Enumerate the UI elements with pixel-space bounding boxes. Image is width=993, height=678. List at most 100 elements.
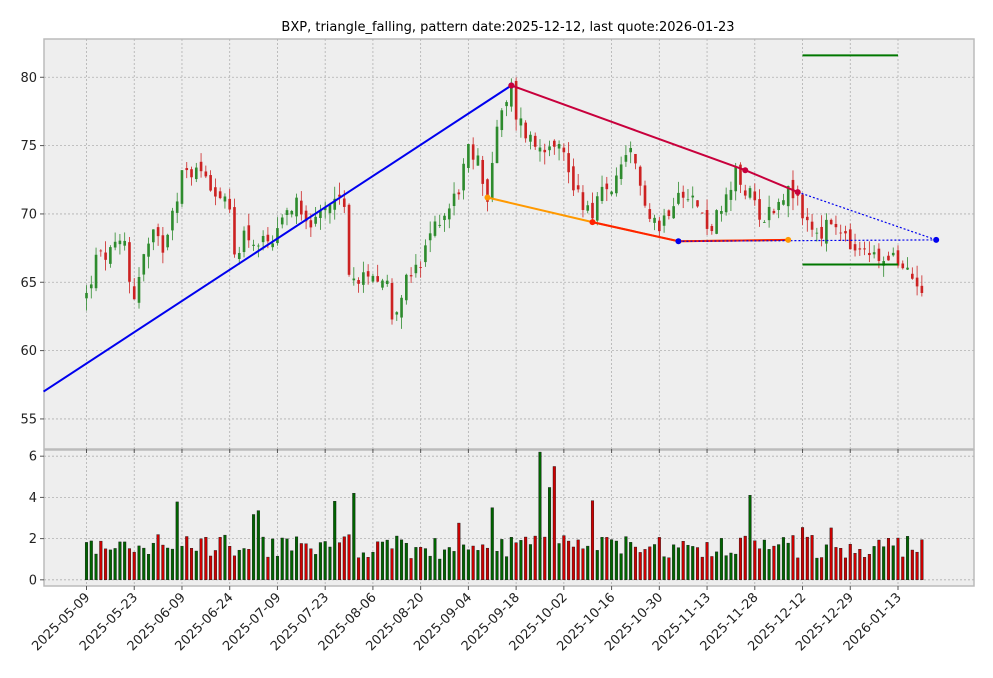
volume-bar [89, 540, 93, 581]
candle-body [405, 274, 408, 301]
candle-body [662, 215, 666, 226]
candle-body [438, 224, 442, 226]
volume-bar [519, 540, 523, 581]
candle-body [247, 225, 251, 241]
volume-bar [256, 510, 260, 581]
candle-body [128, 242, 131, 282]
candle-body [385, 280, 389, 285]
candle-body [486, 179, 489, 202]
candle-body [185, 168, 189, 171]
candle-body [85, 292, 88, 299]
volume-bar [127, 548, 131, 581]
candle-body [505, 102, 508, 107]
volume-bar [232, 555, 236, 581]
volume-bar [915, 551, 919, 581]
volume-bar [624, 536, 628, 581]
volume-bar [567, 540, 571, 581]
volume-bar [452, 551, 456, 581]
candle-body [261, 235, 265, 243]
candle-body [829, 219, 833, 225]
candle-body [581, 192, 585, 210]
volume-bar [385, 539, 389, 581]
volume-tick-label: 0 [29, 573, 37, 588]
pattern-point-marker [785, 236, 792, 243]
candle-body [338, 194, 341, 197]
chart-title: BXP, triangle_falling, pattern date:2025… [281, 20, 734, 35]
volume-bar [662, 556, 666, 581]
candle-body [920, 285, 924, 293]
volume-bar [357, 557, 361, 581]
candle-body [882, 261, 885, 266]
candle-body [615, 175, 618, 194]
candle-body [371, 275, 375, 282]
volume-bar [758, 548, 762, 581]
candle-body [906, 267, 909, 270]
volume-bar [633, 546, 637, 581]
candle-body [194, 167, 198, 180]
candle-body [815, 232, 819, 234]
candle-body [457, 192, 461, 195]
volume-bar [323, 541, 327, 581]
candle-body [514, 80, 518, 120]
candle-body [576, 185, 580, 190]
volume-bar [724, 555, 728, 581]
candle-body [467, 144, 470, 168]
candle-body [805, 216, 809, 221]
pattern-point-marker [589, 219, 596, 226]
candle-body [543, 149, 547, 153]
volume-bar [829, 527, 833, 581]
candle-body [877, 248, 881, 261]
candle-body [605, 183, 609, 190]
candle-body [299, 200, 303, 215]
volume-bar [805, 536, 809, 581]
volume-bar [209, 555, 213, 581]
candle-body [376, 276, 379, 282]
volume-bar [681, 541, 685, 581]
candle-body [142, 254, 146, 275]
volume-bar [132, 551, 136, 581]
upper-trend-blue-line [42, 84, 512, 393]
volume-bar [648, 546, 652, 581]
candle-body [901, 263, 905, 269]
volume-bar [581, 548, 585, 581]
volume-bar [423, 548, 427, 581]
candle-body [891, 252, 895, 256]
candle-body [619, 164, 623, 180]
volume-bar [395, 535, 399, 581]
volume-bar [777, 544, 781, 581]
volume-bar [333, 501, 337, 581]
volume-bar [485, 547, 489, 581]
candle-body [696, 200, 699, 207]
volume-bar [505, 556, 509, 581]
volume-bar [891, 545, 895, 581]
price-panel [43, 38, 975, 450]
candle-body [629, 147, 632, 153]
volume-bar [380, 541, 384, 581]
volume-bar [901, 556, 905, 581]
volume-bar [342, 536, 346, 581]
candle-body [572, 166, 575, 191]
candle-body [591, 202, 594, 219]
volume-bar [595, 550, 599, 581]
volume-bar [137, 545, 141, 581]
candle-body [777, 201, 780, 211]
volume-bar [781, 537, 785, 581]
candlesticks [85, 77, 924, 329]
candle-body [295, 197, 298, 217]
candle-body [720, 211, 723, 214]
candle-body [357, 280, 360, 284]
volume-bar [839, 548, 843, 581]
candle-body [94, 254, 98, 289]
candle-body [658, 220, 661, 232]
candle-body [285, 210, 289, 216]
candle-body [132, 286, 136, 300]
volume-bar [285, 538, 289, 581]
volume-bar [872, 546, 876, 581]
candle-body [147, 243, 150, 257]
candle-body [242, 230, 246, 253]
volume-bar [275, 555, 279, 581]
candle-body [586, 205, 590, 211]
candle-body [433, 221, 437, 236]
pattern-point-marker [675, 238, 682, 245]
